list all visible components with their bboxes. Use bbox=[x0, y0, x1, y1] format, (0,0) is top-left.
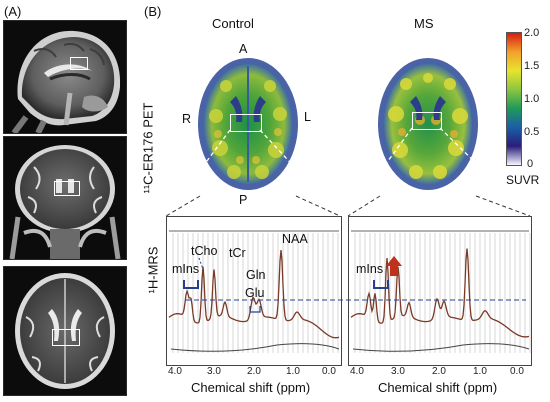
mins-bracket-ms bbox=[373, 280, 389, 289]
panel-a-label: (A) bbox=[4, 4, 22, 19]
colorbar bbox=[506, 32, 522, 166]
mri-axial bbox=[3, 266, 127, 396]
mins-bracket-control bbox=[183, 280, 199, 289]
zoom-line-ms-right bbox=[439, 127, 531, 217]
xlabel-control: Chemical shift (ppm) bbox=[191, 380, 311, 395]
mri-sagittal-roi bbox=[70, 57, 88, 70]
peak-label-naa: NAA bbox=[282, 232, 308, 246]
colorbar-tick-1: 1.0 bbox=[524, 93, 540, 105]
xtick-ms-0: 0.0 bbox=[510, 366, 524, 377]
spectrum-control bbox=[166, 216, 342, 366]
orientation-right: R bbox=[182, 112, 192, 126]
pet-roi-control bbox=[230, 114, 262, 132]
xtick-ms-4: 4.0 bbox=[350, 366, 364, 377]
xtick-control-0: 0.0 bbox=[322, 366, 336, 377]
orientation-posterior: P bbox=[239, 193, 248, 207]
annotations bbox=[183, 256, 402, 313]
spectrum-control-trace bbox=[168, 249, 340, 339]
zoom-line-control-left bbox=[165, 129, 231, 217]
xtick-ms-1: 1.0 bbox=[473, 366, 487, 377]
colorbar-tick-0-5: 0.5 bbox=[524, 126, 540, 138]
pet-image-ms bbox=[376, 56, 480, 192]
pet-roi-ms bbox=[412, 112, 442, 130]
glx-bracket-control bbox=[249, 306, 261, 313]
xlabel-ms: Chemical shift (ppm) bbox=[378, 380, 498, 395]
spectrum-ms-baseline bbox=[352, 343, 530, 352]
ms-title: MS bbox=[414, 16, 434, 31]
mri-sagittal bbox=[3, 20, 127, 134]
spectrum-ms-trace bbox=[350, 248, 530, 338]
peak-label-gln: Gln bbox=[246, 268, 266, 282]
peak-label-tcr: tCr bbox=[229, 246, 246, 260]
peak-label-glu: Glu bbox=[245, 286, 265, 300]
colorbar-label: SUVR bbox=[506, 173, 540, 187]
colorbar-tick-0: 0 bbox=[527, 158, 534, 170]
xtick-ms-2: 2.0 bbox=[432, 366, 446, 377]
pet-image-control bbox=[196, 56, 300, 192]
xtick-control-2: 2.0 bbox=[247, 366, 261, 377]
peak-label-mins-control: mIns bbox=[172, 262, 200, 276]
mri-axial-roi bbox=[52, 329, 80, 346]
zoom-line-control-right bbox=[259, 129, 341, 217]
increase-arrow-icon bbox=[386, 256, 402, 276]
peak-label-tcho: tCho bbox=[191, 244, 218, 258]
panel-b-label: (B) bbox=[144, 4, 162, 19]
orientation-anterior: A bbox=[239, 42, 248, 56]
peak-label-mins-ms: mIns bbox=[356, 262, 384, 276]
colorbar-tick-2: 2.0 bbox=[524, 27, 540, 39]
xtick-control-1: 1.0 bbox=[286, 366, 300, 377]
colorbar-tick-1-5: 1.5 bbox=[524, 60, 540, 72]
spectrum-ms bbox=[348, 216, 532, 366]
orientation-left: L bbox=[304, 110, 311, 124]
spectrum-control-baseline bbox=[170, 343, 340, 352]
xtick-control-4: 4.0 bbox=[168, 366, 182, 377]
control-title: Control bbox=[212, 16, 254, 31]
mri-coronal bbox=[3, 136, 127, 260]
mins-reference-line bbox=[186, 299, 526, 301]
mri-coronal-roi bbox=[54, 181, 80, 196]
xtick-control-3: 3.0 bbox=[207, 366, 221, 377]
zoom-line-ms-left bbox=[347, 127, 413, 217]
xtick-ms-3: 3.0 bbox=[391, 366, 405, 377]
